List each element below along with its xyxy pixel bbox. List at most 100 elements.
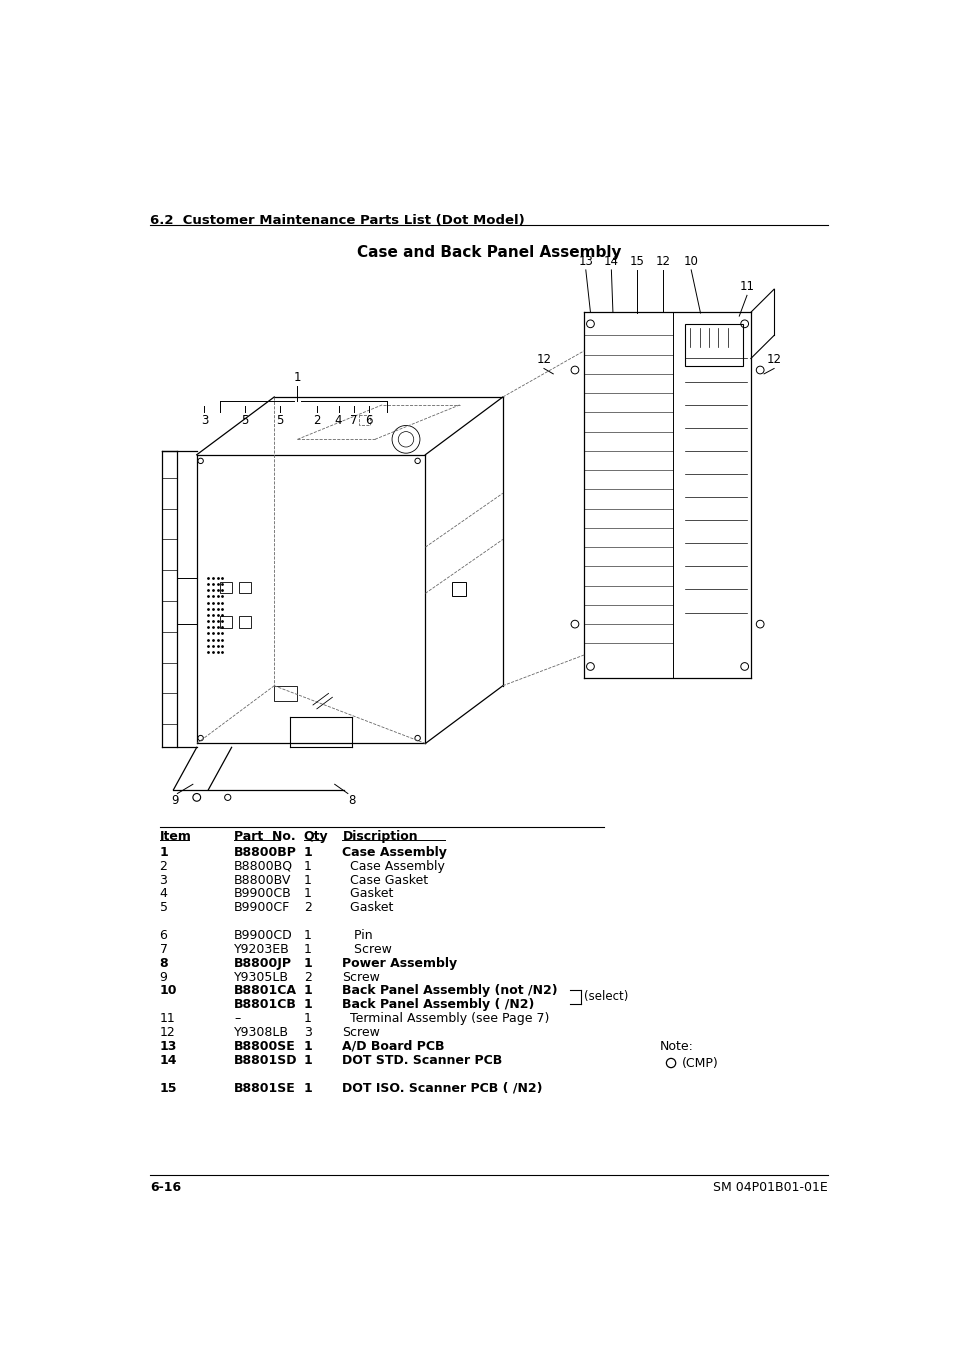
Text: B8801CB: B8801CB bbox=[233, 998, 296, 1012]
Text: 4: 4 bbox=[159, 888, 167, 901]
Text: 1: 1 bbox=[303, 957, 313, 970]
Text: DOT ISO. Scanner PCB ( /N2): DOT ISO. Scanner PCB ( /N2) bbox=[342, 1082, 542, 1094]
Text: 15: 15 bbox=[629, 254, 643, 267]
Text: 13: 13 bbox=[578, 254, 593, 267]
Bar bbox=[274, 686, 297, 701]
Text: Case and Back Panel Assembly: Case and Back Panel Assembly bbox=[356, 246, 620, 261]
Text: B8800BP: B8800BP bbox=[233, 846, 296, 859]
Text: Screw: Screw bbox=[342, 970, 380, 984]
Text: 12: 12 bbox=[655, 254, 670, 267]
Text: Gasket: Gasket bbox=[342, 901, 394, 915]
Text: 8: 8 bbox=[159, 957, 168, 970]
Text: B9900CD: B9900CD bbox=[233, 929, 293, 942]
Text: B8801SD: B8801SD bbox=[233, 1054, 297, 1067]
Text: 1: 1 bbox=[303, 1054, 313, 1067]
Text: (select): (select) bbox=[583, 990, 628, 1004]
Text: Note:: Note: bbox=[659, 1040, 694, 1052]
Text: 1: 1 bbox=[303, 888, 312, 901]
Text: 6: 6 bbox=[365, 413, 373, 427]
Text: Qty: Qty bbox=[303, 831, 328, 843]
Text: 1: 1 bbox=[303, 998, 313, 1012]
Text: (CMP): (CMP) bbox=[681, 1056, 718, 1070]
Bar bbox=[220, 582, 232, 593]
Text: Item: Item bbox=[159, 831, 192, 843]
Text: 2: 2 bbox=[159, 859, 167, 873]
Text: SM 04P01B01-01E: SM 04P01B01-01E bbox=[712, 1181, 827, 1194]
Text: Y9203EB: Y9203EB bbox=[233, 943, 290, 957]
Text: B8801CA: B8801CA bbox=[233, 985, 296, 997]
Text: Case Assembly: Case Assembly bbox=[342, 846, 447, 859]
Text: Back Panel Assembly ( /N2): Back Panel Assembly ( /N2) bbox=[342, 998, 535, 1012]
Text: 1: 1 bbox=[303, 929, 312, 942]
Text: 9: 9 bbox=[159, 970, 167, 984]
Text: B8800BQ: B8800BQ bbox=[233, 859, 293, 873]
Text: Part  No.: Part No. bbox=[233, 831, 295, 843]
Bar bbox=[359, 415, 370, 426]
Text: A/D Board PCB: A/D Board PCB bbox=[342, 1040, 444, 1052]
Text: 1: 1 bbox=[303, 846, 313, 859]
Text: 14: 14 bbox=[159, 1054, 177, 1067]
Text: 7: 7 bbox=[159, 943, 168, 957]
Text: Y9305LB: Y9305LB bbox=[233, 970, 289, 984]
Text: 5: 5 bbox=[159, 901, 168, 915]
Text: 4: 4 bbox=[335, 413, 342, 427]
Bar bbox=[239, 582, 251, 593]
Text: B8800BV: B8800BV bbox=[233, 874, 291, 886]
Text: 5: 5 bbox=[241, 413, 248, 427]
Text: 1: 1 bbox=[303, 985, 313, 997]
Text: 14: 14 bbox=[603, 254, 618, 267]
Text: 1: 1 bbox=[303, 1012, 312, 1025]
Text: 10: 10 bbox=[159, 985, 177, 997]
Text: 1: 1 bbox=[303, 943, 312, 957]
Text: –: – bbox=[233, 1012, 240, 1025]
Text: 1: 1 bbox=[303, 1082, 313, 1094]
Text: 1: 1 bbox=[303, 859, 312, 873]
Text: 2: 2 bbox=[303, 970, 312, 984]
Text: 13: 13 bbox=[159, 1040, 176, 1052]
Text: Back Panel Assembly (not /N2): Back Panel Assembly (not /N2) bbox=[342, 985, 558, 997]
Text: 11: 11 bbox=[159, 1012, 175, 1025]
Bar bbox=[220, 616, 232, 628]
Text: Y9308LB: Y9308LB bbox=[233, 1025, 289, 1039]
Text: 1: 1 bbox=[303, 874, 312, 886]
Text: 8: 8 bbox=[348, 793, 355, 807]
Text: Pin: Pin bbox=[342, 929, 373, 942]
Text: 1: 1 bbox=[159, 846, 168, 859]
Text: 12: 12 bbox=[766, 353, 781, 366]
Text: Case Assembly: Case Assembly bbox=[342, 859, 445, 873]
Text: 3: 3 bbox=[303, 1025, 312, 1039]
Text: 7: 7 bbox=[350, 413, 357, 427]
Text: 10: 10 bbox=[683, 254, 698, 267]
Text: Case Gasket: Case Gasket bbox=[342, 874, 428, 886]
Text: 6: 6 bbox=[159, 929, 167, 942]
Text: 12: 12 bbox=[536, 353, 551, 366]
Text: 2: 2 bbox=[303, 901, 312, 915]
Bar bbox=[684, 324, 742, 366]
Text: 11: 11 bbox=[739, 280, 754, 293]
Text: Gasket: Gasket bbox=[342, 888, 394, 901]
Text: B8801SE: B8801SE bbox=[233, 1082, 295, 1094]
Text: B8800JP: B8800JP bbox=[233, 957, 292, 970]
Text: Screw: Screw bbox=[342, 943, 392, 957]
Text: DOT STD. Scanner PCB: DOT STD. Scanner PCB bbox=[342, 1054, 502, 1067]
Text: 15: 15 bbox=[159, 1082, 177, 1094]
Text: B9900CB: B9900CB bbox=[233, 888, 292, 901]
Text: 3: 3 bbox=[200, 413, 208, 427]
Text: 6.2  Customer Maintenance Parts List (Dot Model): 6.2 Customer Maintenance Parts List (Dot… bbox=[150, 215, 524, 227]
Text: Discription: Discription bbox=[342, 831, 417, 843]
Text: Power Assembly: Power Assembly bbox=[342, 957, 457, 970]
Text: 5: 5 bbox=[275, 413, 283, 427]
Text: 1: 1 bbox=[294, 372, 301, 384]
Text: 12: 12 bbox=[159, 1025, 175, 1039]
Text: 6-16: 6-16 bbox=[150, 1181, 181, 1194]
Text: 1: 1 bbox=[303, 1040, 313, 1052]
Text: 3: 3 bbox=[159, 874, 167, 886]
Text: 9: 9 bbox=[172, 793, 178, 807]
Text: B9900CF: B9900CF bbox=[233, 901, 290, 915]
Text: 2: 2 bbox=[313, 413, 320, 427]
Text: B8800SE: B8800SE bbox=[233, 1040, 295, 1052]
Text: Terminal Assembly (see Page 7): Terminal Assembly (see Page 7) bbox=[342, 1012, 549, 1025]
Bar bbox=[239, 616, 251, 628]
Bar bbox=[452, 582, 466, 596]
Text: Screw: Screw bbox=[342, 1025, 380, 1039]
